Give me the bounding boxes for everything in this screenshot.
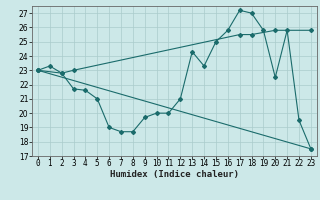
X-axis label: Humidex (Indice chaleur): Humidex (Indice chaleur) — [110, 170, 239, 179]
